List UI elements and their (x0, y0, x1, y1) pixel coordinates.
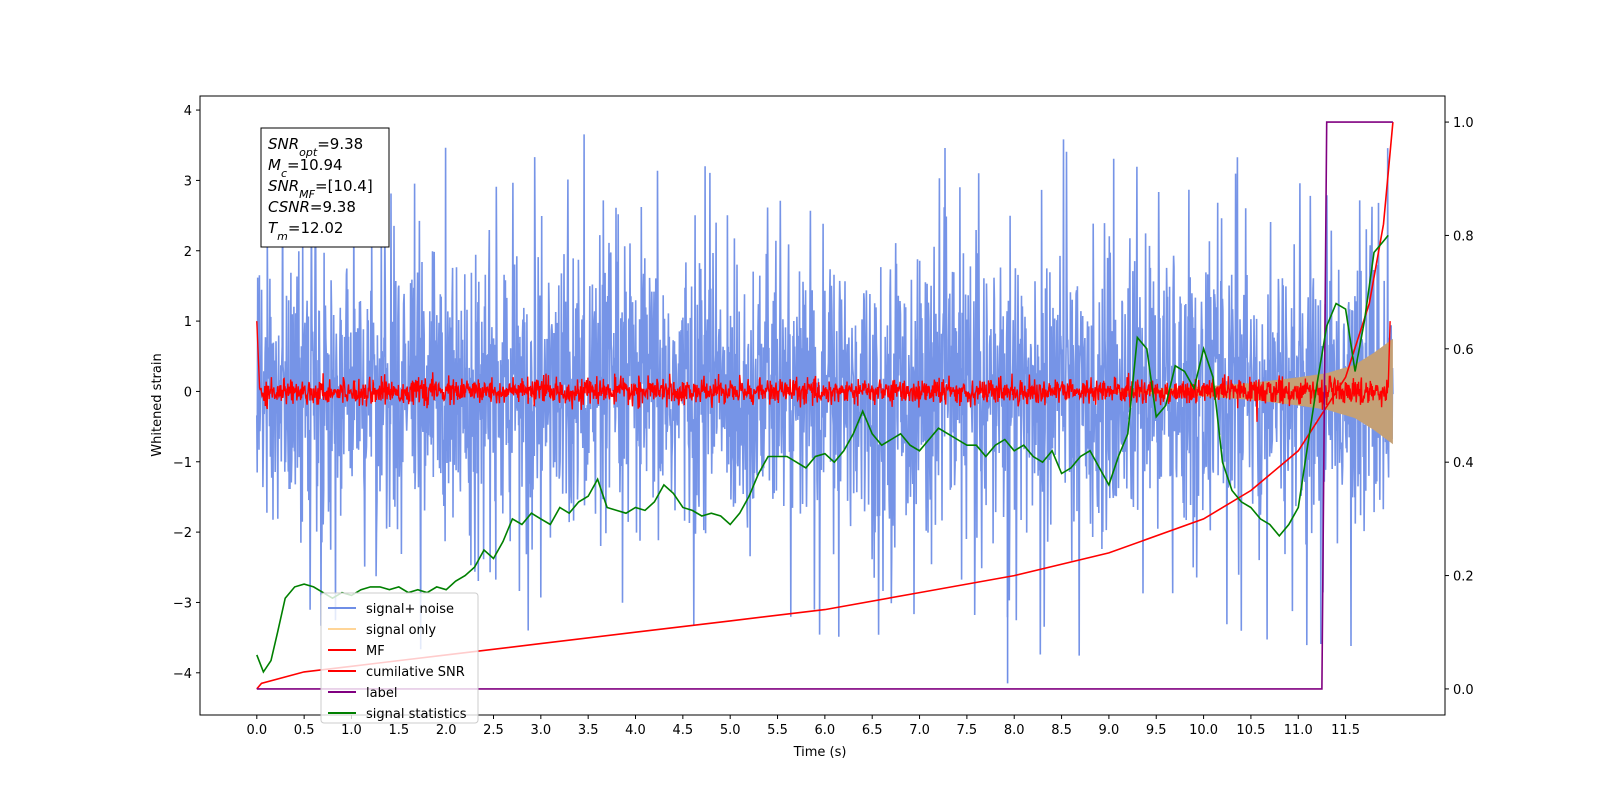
series-signal-noise (256, 134, 1394, 656)
annotation-line: CSNR=9.38 (268, 198, 356, 216)
x-tick-label: 8.5 (1051, 723, 1072, 738)
legend-label: signal+ noise (366, 602, 454, 617)
y-tick-label: −3 (173, 596, 192, 611)
x-tick-label: 4.0 (625, 723, 646, 738)
plot-frame (199, 95, 1446, 716)
x-tick-label: 0.0 (246, 723, 267, 738)
x-tick-label: 3.5 (578, 723, 599, 738)
x-tick-label: 7.5 (957, 723, 978, 738)
annotation-line: Tm=12.02 (268, 219, 343, 243)
signal-noise-layer (256, 134, 1394, 684)
x-axis: 0.0 0.5 1.0 1.5 2.0 2.5 3.0 3.5 4.0 4.5 5.0 5.5 6.0 6… (246, 715, 1360, 738)
y-tick-label: −1 (173, 456, 192, 471)
x-axis-label: Time (s) (793, 745, 847, 760)
legend-label: signal only (366, 623, 436, 638)
x-tick-label: 8.0 (1004, 723, 1025, 738)
legend: signal+ noise signal only MF cumilative SNR… (320, 592, 479, 724)
x-tick-label: 10.5 (1236, 723, 1265, 738)
y-tick-label: 1 (184, 315, 192, 330)
mf-layer (256, 321, 1391, 422)
annotation-line: SNRMF=[10.4] (268, 177, 373, 201)
x-tick-label: 9.0 (1099, 723, 1120, 738)
x-tick-label: 1.0 (341, 723, 362, 738)
x-tick-label: 6.5 (862, 723, 883, 738)
y-axis-right: 0.0 0.2 0.4 0.6 0.8 1.0 (1445, 116, 1474, 698)
x-tick-label: 11.5 (1331, 723, 1360, 738)
y-tick-label: −4 (173, 667, 192, 682)
x-tick-label: 7.0 (909, 723, 930, 738)
y2-tick-label: 0.4 (1453, 456, 1474, 471)
x-tick-label: 9.5 (1146, 723, 1167, 738)
y2-tick-label: 1.0 (1453, 116, 1474, 131)
x-tick-label: 1.5 (388, 723, 409, 738)
legend-label: cumilative SNR (366, 665, 465, 680)
series-mf (256, 321, 1391, 422)
x-tick-label: 5.5 (767, 723, 788, 738)
x-tick-label: 0.5 (294, 723, 315, 738)
y2-tick-label: 0.6 (1453, 343, 1474, 358)
x-tick-label: 2.5 (483, 723, 504, 738)
series-label (256, 121, 1393, 690)
annotation-box: SNRopt=9.38Mc=10.94SNRMF=[10.4]CSNR=9.38… (260, 127, 390, 248)
x-tick-label: 6.0 (815, 723, 836, 738)
y-axis-left: −4 −3 −2 −1 0 1 2 3 4 (173, 104, 200, 682)
x-tick-label: 5.0 (720, 723, 741, 738)
y2-tick-label: 0.0 (1453, 683, 1474, 698)
x-tick-label: 3.0 (530, 723, 551, 738)
y-tick-label: −2 (173, 526, 192, 541)
x-tick-label: 11.0 (1284, 723, 1313, 738)
x-tick-label: 2.0 (436, 723, 457, 738)
legend-label: signal statistics (366, 707, 467, 722)
y2-tick-label: 0.8 (1453, 229, 1474, 244)
y2-tick-label: 0.2 (1453, 570, 1474, 585)
legend-label: label (366, 686, 397, 701)
annotation-line: SNRopt=9.38 (268, 135, 363, 159)
legend-label: MF (366, 644, 385, 659)
x-tick-label: 4.5 (673, 723, 694, 738)
x-tick-label: 10.0 (1189, 723, 1218, 738)
y-axis-label: Whitened strain (150, 353, 165, 456)
y-tick-label: 0 (184, 385, 192, 400)
annotation-line: Mc=10.94 (268, 156, 343, 180)
series-signal-statistics (256, 234, 1389, 674)
y-tick-label: 2 (184, 245, 192, 260)
y-tick-label: 3 (184, 174, 192, 189)
y-tick-label: 4 (184, 104, 192, 119)
